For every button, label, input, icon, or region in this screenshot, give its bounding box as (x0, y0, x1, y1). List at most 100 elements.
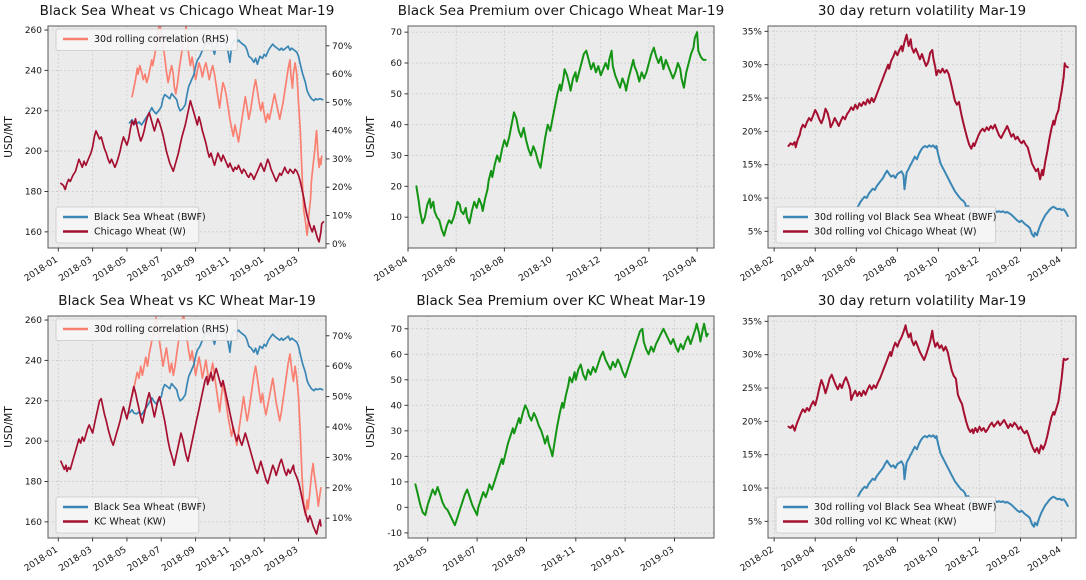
svg-text:30%: 30% (742, 351, 762, 361)
svg-text:2018-01: 2018-01 (23, 255, 60, 284)
chart-title: Black Sea Wheat vs KC Wheat Mar-19 (58, 293, 316, 309)
svg-text:KC Wheat (KW): KC Wheat (KW) (94, 517, 166, 528)
panel-volatility-chicago: 30 day return volatility Mar-19 5% 10% 15%… (724, 0, 1086, 290)
svg-text:10%: 10% (742, 484, 762, 494)
svg-text:20%: 20% (332, 183, 352, 193)
svg-text:2019-03: 2019-03 (639, 545, 676, 574)
chart-title: Black Sea Wheat vs Chicago Wheat Mar-19 (39, 3, 335, 19)
svg-text:200: 200 (25, 437, 42, 447)
svg-text:35%: 35% (742, 27, 762, 37)
svg-text:10%: 10% (742, 194, 762, 204)
svg-text:2018-07: 2018-07 (126, 545, 163, 574)
svg-text:10: 10 (391, 478, 403, 488)
svg-text:USD/MT: USD/MT (365, 116, 377, 158)
chart-canvas: -10 0 10 20 30 40 50 60 70 2018-05 2018-07 2018-09 2… (365, 315, 715, 574)
svg-text:50: 50 (391, 376, 403, 386)
svg-text:240: 240 (25, 356, 42, 366)
svg-text:2018-10: 2018-10 (903, 255, 940, 284)
svg-text:40%: 40% (332, 127, 352, 137)
chart-title: Black Sea Premium over Chicago Wheat Mar… (397, 3, 725, 19)
panel-volatility-kc: 30 day return volatility Mar-19 5% 10% 15%… (724, 290, 1086, 580)
svg-text:2018-07: 2018-07 (442, 545, 479, 574)
svg-text:-10: -10 (387, 529, 402, 539)
svg-text:2018-04: 2018-04 (373, 255, 410, 284)
svg-text:2019-02: 2019-02 (614, 255, 651, 284)
svg-text:180: 180 (25, 477, 42, 487)
svg-text:35%: 35% (742, 317, 762, 327)
svg-text:15%: 15% (742, 451, 762, 461)
svg-text:220: 220 (25, 397, 42, 407)
svg-text:2018-08: 2018-08 (862, 255, 899, 284)
svg-text:2018-06: 2018-06 (821, 545, 858, 574)
svg-text:160: 160 (25, 518, 42, 528)
svg-text:40%: 40% (332, 423, 352, 433)
svg-text:30: 30 (391, 152, 403, 162)
svg-text:200: 200 (25, 147, 42, 157)
svg-text:10%: 10% (332, 514, 352, 524)
svg-text:260: 260 (25, 316, 42, 326)
chart-title: Black Sea Premium over KC Wheat Mar-19 (416, 293, 706, 309)
svg-text:2019-01: 2019-01 (590, 545, 627, 574)
svg-text:2018-02: 2018-02 (739, 255, 776, 284)
svg-text:40: 40 (391, 121, 403, 131)
svg-text:2018-02: 2018-02 (739, 545, 776, 574)
chart-canvas: 5%10%15%20%25%30%35%2018-02 2018-04 2018-0… (739, 25, 1077, 284)
panel-premium-kc: Black Sea Premium over KC Wheat Mar-19 -… (362, 290, 724, 580)
panel-premium-chicago: Black Sea Premium over Chicago Wheat Mar… (362, 0, 724, 290)
svg-text:0: 0 (396, 503, 402, 513)
svg-text:70: 70 (391, 325, 403, 335)
svg-text:2018-07: 2018-07 (126, 255, 163, 284)
svg-text:25%: 25% (742, 384, 762, 394)
chart-title: 30 day return volatility Mar-19 (817, 3, 1027, 19)
svg-text:USD/MT: USD/MT (3, 116, 15, 158)
svg-text:220: 220 (25, 107, 42, 117)
chart-canvas: 160 180 200 220 240 260 0% 10% 20% 30% 40% 50% 60% 70… (3, 25, 352, 284)
svg-text:2018-03: 2018-03 (57, 545, 94, 574)
svg-text:60: 60 (391, 59, 403, 69)
svg-text:2019-04: 2019-04 (662, 255, 699, 284)
svg-text:2019-02: 2019-02 (985, 255, 1022, 284)
svg-text:30d rolling correlation (RHS): 30d rolling correlation (RHS) (94, 324, 229, 335)
svg-text:50: 50 (391, 90, 403, 100)
svg-text:Chicago Wheat (W): Chicago Wheat (W) (94, 227, 186, 238)
svg-text:USD/MT: USD/MT (3, 406, 15, 448)
svg-text:2018-05: 2018-05 (92, 545, 129, 574)
svg-text:20: 20 (391, 182, 403, 192)
svg-text:240: 240 (25, 66, 42, 76)
svg-text:2018-11: 2018-11 (195, 545, 232, 574)
svg-text:5%: 5% (748, 517, 763, 527)
svg-text:2018-12: 2018-12 (944, 255, 981, 284)
svg-text:2018-10: 2018-10 (903, 545, 940, 574)
svg-text:2019-04: 2019-04 (1026, 255, 1063, 284)
svg-text:20%: 20% (332, 484, 352, 494)
svg-text:2019-02: 2019-02 (985, 545, 1022, 574)
svg-text:2018-09: 2018-09 (491, 545, 528, 574)
svg-text:50%: 50% (332, 98, 352, 108)
panel-bwf-vs-chicago: Black Sea Wheat vs Chicago Wheat Mar-19 … (0, 0, 362, 290)
chart-canvas: 10 20 30 40 50 60 70 2018-04 2018-06 2018-08 2018-… (365, 25, 715, 284)
svg-text:2018-09: 2018-09 (160, 545, 197, 574)
svg-text:30d rolling vol Black Sea Whea: 30d rolling vol Black Sea Wheat (BWF) (814, 502, 996, 513)
svg-text:2018-08: 2018-08 (862, 545, 899, 574)
svg-text:2018-03: 2018-03 (57, 255, 94, 284)
svg-text:2019-03: 2019-03 (263, 255, 300, 284)
svg-text:Black Sea Wheat (BWF): Black Sea Wheat (BWF) (94, 212, 206, 223)
svg-text:10%: 10% (332, 211, 352, 221)
svg-text:30d rolling vol Black Sea Whea: 30d rolling vol Black Sea Wheat (BWF) (814, 212, 996, 223)
svg-text:2019-01: 2019-01 (229, 545, 266, 574)
svg-text:20%: 20% (742, 127, 762, 137)
svg-text:70%: 70% (332, 42, 352, 52)
svg-text:2018-12: 2018-12 (944, 545, 981, 574)
svg-text:2018-10: 2018-10 (517, 255, 554, 284)
svg-text:2018-08: 2018-08 (469, 255, 506, 284)
svg-text:2018-06: 2018-06 (821, 255, 858, 284)
svg-text:160: 160 (25, 228, 42, 238)
svg-text:10: 10 (391, 213, 403, 223)
svg-text:2018-09: 2018-09 (160, 255, 197, 284)
svg-text:2018-04: 2018-04 (780, 255, 817, 284)
svg-text:2018-12: 2018-12 (565, 255, 602, 284)
svg-text:20%: 20% (742, 417, 762, 427)
svg-text:2018-06: 2018-06 (421, 255, 458, 284)
svg-text:30%: 30% (332, 453, 352, 463)
